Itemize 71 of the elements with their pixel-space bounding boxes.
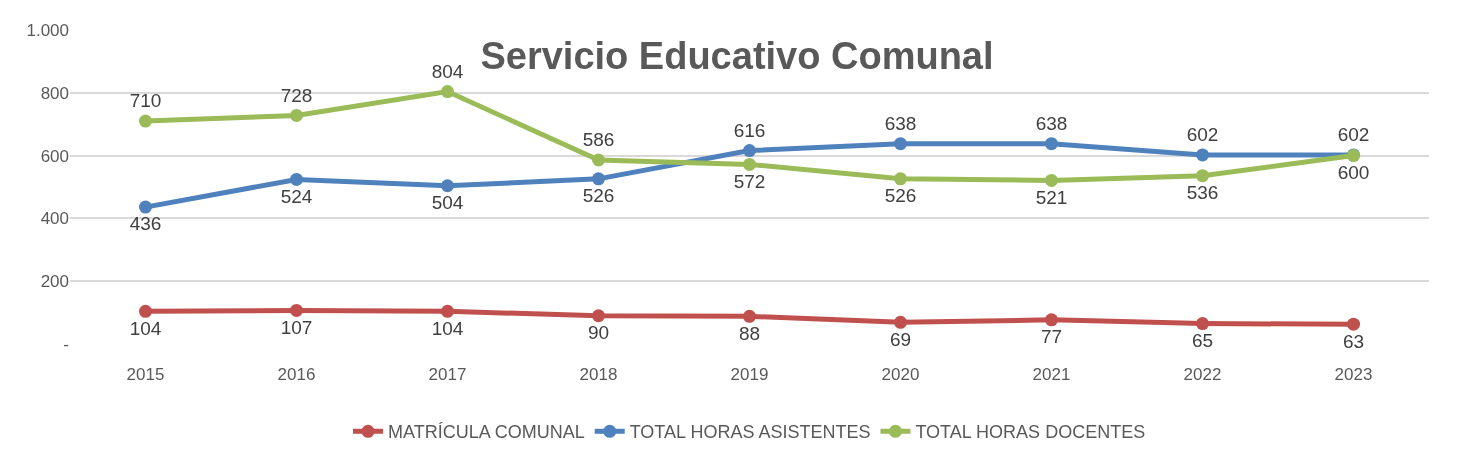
data-label: 107 bbox=[280, 316, 313, 338]
data-label: 521 bbox=[1035, 186, 1068, 208]
data-label: 504 bbox=[431, 192, 464, 214]
data-label: 804 bbox=[431, 60, 464, 82]
point bbox=[290, 303, 303, 317]
data-label: 710 bbox=[129, 90, 162, 112]
data-label: 65 bbox=[1191, 329, 1214, 351]
point bbox=[441, 179, 454, 193]
point bbox=[1347, 317, 1360, 331]
data-label: 602 bbox=[1186, 124, 1219, 146]
data-label: 536 bbox=[1186, 182, 1219, 204]
data-label: 90 bbox=[587, 322, 610, 344]
point bbox=[1196, 169, 1209, 183]
point bbox=[592, 309, 605, 323]
point bbox=[441, 85, 454, 99]
data-label: 572 bbox=[733, 170, 766, 192]
data-label: 602 bbox=[1337, 124, 1370, 146]
y-tick-label: 400 bbox=[40, 209, 69, 229]
data-label: 69 bbox=[889, 328, 912, 350]
point bbox=[1045, 173, 1058, 187]
x-tick-label: 2023 bbox=[1334, 365, 1373, 384]
point bbox=[290, 108, 303, 122]
x-tick-label: 2020 bbox=[881, 365, 920, 384]
point bbox=[1045, 137, 1058, 151]
point bbox=[592, 153, 605, 167]
x-tick-label: 2018 bbox=[579, 365, 618, 384]
point bbox=[743, 144, 756, 158]
point bbox=[290, 172, 303, 186]
y-tick-label: 1.000 bbox=[26, 20, 69, 40]
data-label: 728 bbox=[280, 84, 313, 106]
point bbox=[592, 172, 605, 186]
point bbox=[139, 304, 152, 318]
x-tick-label: 2022 bbox=[1183, 365, 1222, 384]
x-tick-label: 2021 bbox=[1032, 365, 1071, 384]
point bbox=[139, 200, 152, 214]
y-tick-label: 600 bbox=[40, 146, 69, 166]
point bbox=[1196, 317, 1209, 331]
point bbox=[894, 137, 907, 151]
legend-label: MATRÍCULA COMUNAL bbox=[388, 422, 585, 443]
data-label: 88 bbox=[738, 322, 761, 344]
data-label: 63 bbox=[1342, 330, 1365, 352]
point bbox=[1045, 313, 1058, 327]
point bbox=[441, 304, 454, 318]
data-label: 638 bbox=[1035, 112, 1068, 134]
data-label: 586 bbox=[582, 129, 615, 151]
data-label: 526 bbox=[884, 185, 917, 207]
point bbox=[743, 309, 756, 323]
x-tick-label: 2016 bbox=[277, 365, 316, 384]
data-label: 616 bbox=[733, 119, 766, 141]
point bbox=[743, 157, 756, 171]
data-label: 600 bbox=[1337, 161, 1370, 183]
data-label: 104 bbox=[129, 317, 162, 339]
data-label: 524 bbox=[280, 185, 313, 207]
legend-label: TOTAL HORAS ASISTENTES bbox=[629, 422, 871, 443]
y-tick-label: 800 bbox=[40, 83, 69, 103]
y-tick-label: 200 bbox=[40, 272, 69, 292]
point bbox=[894, 172, 907, 186]
data-label: 436 bbox=[129, 213, 162, 235]
x-tick-label: 2015 bbox=[126, 365, 165, 384]
data-label: 638 bbox=[884, 112, 917, 134]
data-label: 104 bbox=[431, 317, 464, 339]
point bbox=[139, 114, 152, 128]
x-tick-label: 2017 bbox=[428, 365, 467, 384]
x-tick-label: 2019 bbox=[730, 365, 769, 384]
point bbox=[894, 315, 907, 329]
legend-label: TOTAL HORAS DOCENTES bbox=[915, 422, 1146, 443]
point bbox=[1196, 148, 1209, 162]
data-label: 526 bbox=[582, 185, 615, 207]
y-tick-label: - bbox=[63, 334, 69, 354]
data-label: 77 bbox=[1040, 326, 1063, 348]
chart-title: Servicio Educativo Comunal bbox=[480, 34, 994, 77]
